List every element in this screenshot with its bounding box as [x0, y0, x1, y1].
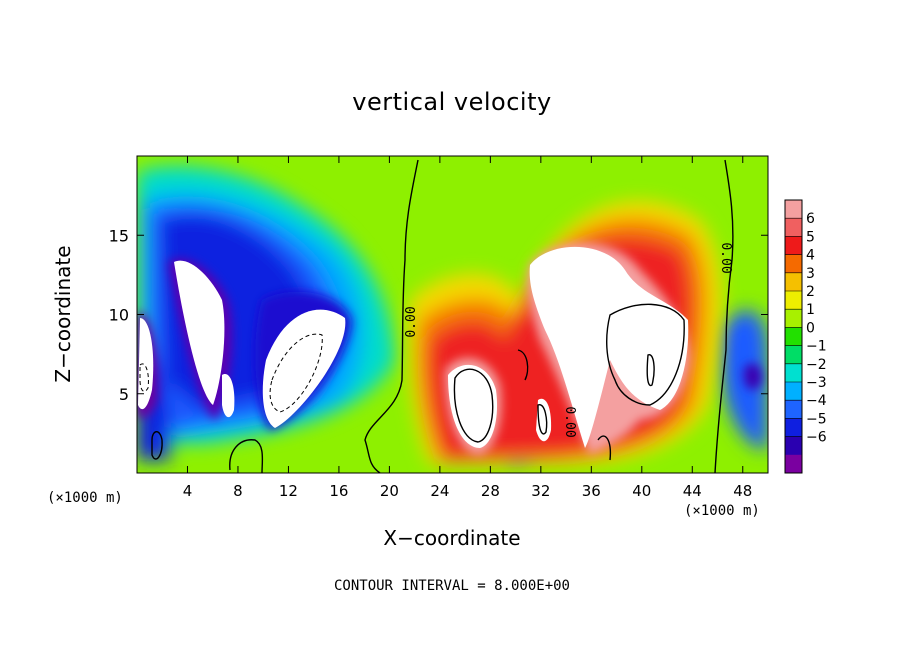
updraft-core-main — [529, 246, 689, 448]
colorbar-tick-label: −5 — [806, 411, 827, 427]
colorbar-swatch — [785, 218, 802, 237]
colorbar-tick-label: −4 — [806, 393, 827, 409]
contour-downdraft-1 — [269, 333, 323, 413]
contour-updraft-4 — [537, 404, 548, 435]
y-axis: 5 10 15 — [109, 226, 768, 404]
downdraft-core-2 — [262, 309, 346, 428]
x-tick-label: 16 — [329, 482, 348, 500]
y-unit-label: (×1000 m) — [47, 490, 123, 506]
contour-updraft-5 — [517, 349, 529, 381]
colorbar-tick-label: −3 — [806, 375, 827, 391]
y-axis-label: Z−coordinate — [51, 245, 75, 383]
colorbar-swatch — [785, 291, 802, 310]
downdraft-core-4 — [222, 374, 235, 418]
x-axis: 4 8 12 16 20 24 28 32 36 40 44 48 — [183, 156, 752, 500]
colorbar-swatch — [785, 436, 802, 456]
contour-updraft-6 — [597, 435, 612, 461]
contour-label: 0.00 — [718, 242, 733, 273]
x-tick-label: 4 — [183, 482, 193, 500]
colorbar-swatch — [785, 363, 802, 383]
colorbar-tick-label: 3 — [806, 266, 815, 282]
y-tick-label: 10 — [109, 306, 129, 325]
contour-downdraft-2 — [139, 363, 149, 392]
colorbar-tick-label: 1 — [806, 302, 815, 318]
y-tick-label: 5 — [119, 385, 129, 404]
colorbar-swatch — [785, 327, 802, 347]
x-tick-label: 24 — [430, 482, 449, 500]
colorbar-tick-label: 5 — [806, 229, 815, 245]
contour-label: 0.00 — [404, 306, 419, 337]
contour-updraft-2 — [606, 303, 685, 406]
x-tick-label: 28 — [481, 482, 500, 500]
x-tick-label: 48 — [733, 482, 752, 500]
colorbar-swatch — [785, 200, 802, 219]
colorbar-tick-label: 6 — [806, 211, 815, 227]
colorbar-swatch — [785, 400, 802, 419]
colorbar-swatch — [785, 345, 802, 365]
x-tick-label: 44 — [683, 482, 702, 500]
x-tick-label: 20 — [380, 482, 399, 500]
x-tick-label: 36 — [582, 482, 601, 500]
updraft-core-left — [448, 364, 498, 448]
x-tick-label: 32 — [531, 482, 550, 500]
updraft-core-mid — [536, 398, 552, 442]
colorbar-swatch — [785, 272, 802, 292]
contour-updraft-1 — [453, 368, 494, 443]
colorbar-tick-label: 0 — [806, 320, 815, 336]
colorbar-tick-label: −6 — [806, 430, 827, 446]
downdraft-core-1 — [174, 260, 225, 405]
zero-contour-small — [151, 431, 163, 460]
colorbar: 6 5 4 3 2 1 0 −1 −2 −3 −4 −5 −6 — [784, 199, 827, 474]
colorbar-tick-label: −2 — [806, 357, 827, 373]
contour-label: 0.00 — [562, 406, 577, 437]
contour-interval-label: CONTOUR INTERVAL = 8.000E+00 — [333, 578, 570, 594]
colorbar-swatch — [785, 309, 802, 328]
x-unit-label: (×1000 m) — [684, 503, 760, 519]
zero-contour-bottom — [229, 439, 264, 473]
colorbar-swatch — [785, 382, 802, 401]
y-tick-label: 15 — [109, 226, 129, 245]
colorbar-swatch — [785, 454, 802, 474]
contour-updraft-3 — [646, 354, 655, 387]
colorbar-tick-label: 4 — [806, 248, 815, 264]
zero-contour-left — [364, 159, 419, 473]
colorbar-swatch — [785, 236, 802, 256]
x-axis-label: X−coordinate — [383, 526, 521, 550]
x-tick-label: 12 — [279, 482, 298, 500]
colorbar-frame — [784, 199, 803, 474]
heatmap-field: 0.00 0.00 0.00 — [137, 156, 768, 473]
x-tick-label: 8 — [233, 482, 243, 500]
chart-title: vertical velocity — [352, 88, 552, 116]
colorbar-tick-label: 2 — [806, 284, 815, 300]
x-tick-label: 40 — [632, 482, 651, 500]
colorbar-swatch — [785, 254, 802, 274]
colorbar-tick-label: −1 — [806, 339, 827, 355]
colorbar-swatch — [785, 418, 802, 438]
zero-contour-right — [714, 159, 734, 473]
downdraft-core-3 — [138, 318, 154, 410]
